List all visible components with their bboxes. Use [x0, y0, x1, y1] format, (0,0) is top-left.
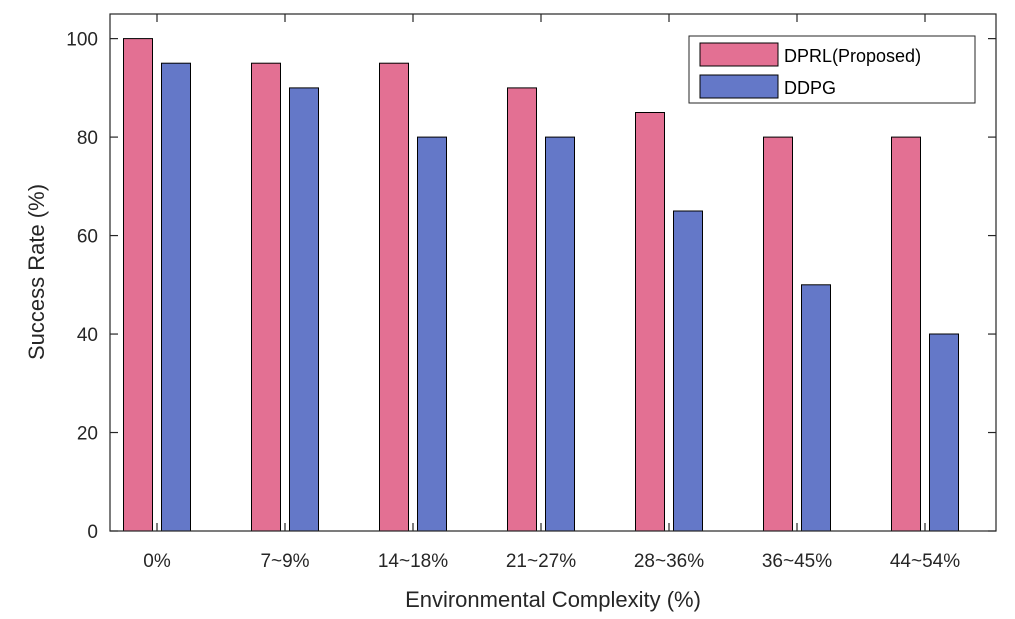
y-tick-label-5: 100 — [66, 30, 98, 51]
x-axis-tick-labels: 0% 7~9% 14~18% 21~27% 28~36% 36~45% 44~54% — [143, 551, 960, 572]
y-tick-label-1: 20 — [77, 424, 98, 445]
x-tick-label-2: 14~18% — [378, 551, 448, 572]
bar-dprl-3 — [507, 87, 537, 532]
bars-group — [123, 38, 959, 532]
bar-dprl-1 — [251, 62, 281, 532]
x-tick-label-1: 7~9% — [260, 551, 309, 572]
x-tick-label-3: 21~27% — [506, 551, 576, 572]
x-tick-label-4: 28~36% — [634, 551, 704, 572]
legend-label-dprl: DPRL(Proposed) — [784, 46, 921, 66]
bar-ddpg-3 — [545, 136, 575, 532]
y-tick-label-0: 0 — [87, 522, 98, 543]
plot-area-frame — [109, 13, 997, 532]
legend-swatch-ddpg — [699, 74, 779, 99]
bar-dprl-0 — [123, 38, 153, 532]
bar-dprl-4 — [635, 112, 665, 532]
x-tick-label-0: 0% — [143, 551, 171, 572]
bar-ddpg-4 — [673, 210, 703, 532]
x-tick-label-5: 36~45% — [762, 551, 832, 572]
legend-label-ddpg: DDPG — [784, 78, 836, 98]
bar-ddpg-6 — [929, 333, 959, 532]
y-axis-title: Success Rate (%) — [24, 184, 49, 360]
bar-dprl-2 — [379, 62, 409, 532]
bar-ddpg-0 — [161, 62, 191, 532]
y-axis-tick-labels: 0 20 40 60 80 100 — [66, 30, 98, 543]
y-tick-label-4: 80 — [77, 128, 98, 149]
x-tick-label-6: 44~54% — [890, 551, 960, 572]
bar-dprl-5 — [763, 136, 793, 532]
bar-ddpg-2 — [417, 136, 447, 532]
y-tick-label-3: 60 — [77, 227, 98, 248]
legend: DPRL(Proposed) DDPG — [688, 35, 976, 104]
x-axis-title: Environmental Complexity (%) — [405, 587, 701, 612]
y-tick-label-2: 40 — [77, 325, 98, 346]
bar-dprl-6 — [891, 136, 921, 532]
bar-ddpg-1 — [289, 87, 319, 532]
bar-ddpg-5 — [801, 284, 831, 532]
legend-swatch-dprl — [699, 42, 779, 67]
axis-ticks — [110, 14, 996, 532]
